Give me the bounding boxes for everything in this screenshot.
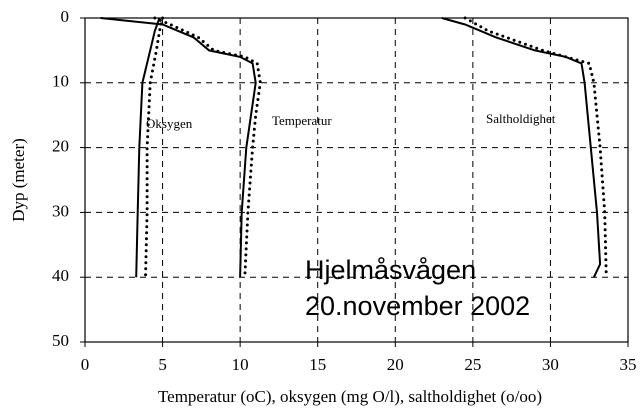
- annotation: 20.november 2002: [305, 291, 530, 321]
- y-tick-label: 30: [52, 201, 69, 220]
- y-tick-label: 0: [61, 7, 70, 26]
- profile-line: [463, 16, 608, 279]
- x-tick-label: 30: [542, 355, 559, 374]
- x-axis-label: Temperatur (oC), oksygen (mg O/l), salth…: [158, 387, 542, 406]
- x-tick-label: 5: [158, 355, 167, 374]
- profile-line: [135, 17, 161, 278]
- annotation: Hjelmåsvågen: [305, 255, 476, 285]
- annotation: Temperatur: [272, 113, 332, 128]
- annotation: Oksygen: [146, 116, 193, 131]
- y-tick-label: 40: [52, 266, 69, 285]
- annotation: Saltholdighet: [486, 111, 556, 126]
- x-tick-label: 20: [387, 355, 404, 374]
- y-axis-label: Dyp (meter): [9, 138, 28, 222]
- profile-line: [144, 16, 165, 279]
- x-tick-label: 0: [81, 355, 90, 374]
- y-tick-label: 20: [52, 137, 69, 156]
- x-tick-label: 35: [620, 355, 637, 374]
- profile-line: [441, 17, 602, 278]
- x-tick-label: 15: [309, 355, 326, 374]
- y-tick-label: 50: [52, 331, 69, 350]
- x-tick-label: 25: [464, 355, 481, 374]
- y-tick-label: 10: [52, 72, 69, 91]
- plot-frame: [84, 17, 629, 343]
- x-tick-label: 10: [232, 355, 249, 374]
- profile-line: [100, 17, 257, 278]
- profile-line: [153, 16, 262, 279]
